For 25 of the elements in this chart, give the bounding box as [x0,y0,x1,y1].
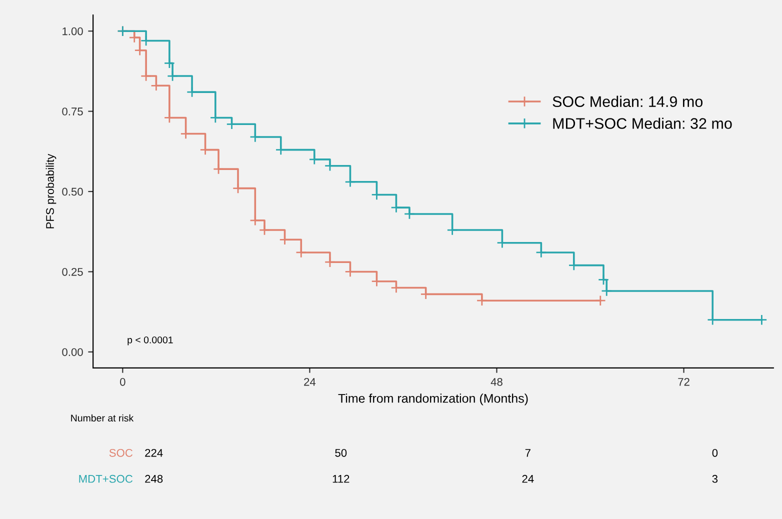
x-tick-label: 72 [678,378,690,386]
x-tick-label: 24 [304,378,316,386]
y-tick-label: 0.00 [62,348,83,356]
text: SOC [109,448,133,457]
text: 248 [145,474,163,483]
text: 3 [712,474,718,483]
text: 0 [712,448,718,457]
text: 24 [522,474,534,483]
y-tick-label: 0.75 [62,108,83,116]
y-tick-label: 1.00 [62,27,83,36]
annotation: p < 0.0001 [128,336,173,346]
text: 224 [145,448,163,457]
y-tick-label: 0.50 [62,188,83,196]
text: Number at risk [71,414,134,422]
text: 112 [332,474,350,483]
x-tick-label: 0 [120,378,126,386]
x-tick-label: 48 [490,378,502,386]
x-axis-title: Time from randomization (Months) [338,394,528,406]
y-tick-label: 0.25 [62,268,83,276]
legend-label: SOC Median: 14.9 mo [552,96,703,108]
text: MDT+SOC [79,474,133,483]
y-axis-title: PFS probability [46,154,56,228]
legend-label: MDT+SOC Median: 32 mo [553,118,732,129]
text: 50 [335,448,347,457]
text: 7 [525,449,530,457]
